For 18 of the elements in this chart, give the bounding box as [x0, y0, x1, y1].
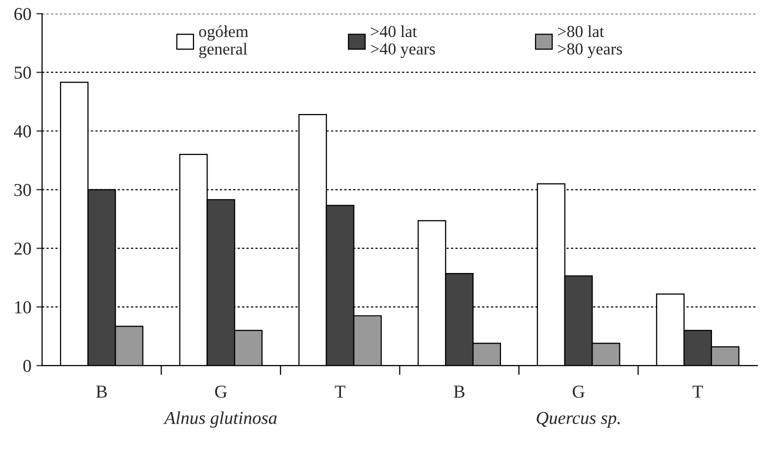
y-tick-label: 0 [23, 360, 31, 372]
text: Quercus sp. [536, 412, 620, 428]
text: Alnus glutinosa [163, 411, 277, 428]
x-tick-label: T [692, 386, 703, 398]
x-tick-label: G [215, 386, 227, 398]
x-tick-label: B [96, 386, 107, 398]
y-tick-label: 50 [14, 66, 31, 79]
y-tick-label: 20 [14, 242, 31, 255]
x-tick-label: T [334, 386, 346, 398]
legend-label: >80 lat >80 years [558, 25, 622, 58]
legend-label: ogółem general [199, 25, 248, 58]
y-tick-label: 30 [14, 184, 31, 196]
x-tick-label: G [572, 386, 584, 398]
y-tick-label: 40 [14, 125, 31, 138]
x-tick-label: B [454, 386, 464, 398]
y-tick-label: 10 [15, 301, 31, 314]
y-tick-label: 60 [14, 8, 31, 20]
legend-label: >40 lat >40 years [370, 25, 435, 58]
